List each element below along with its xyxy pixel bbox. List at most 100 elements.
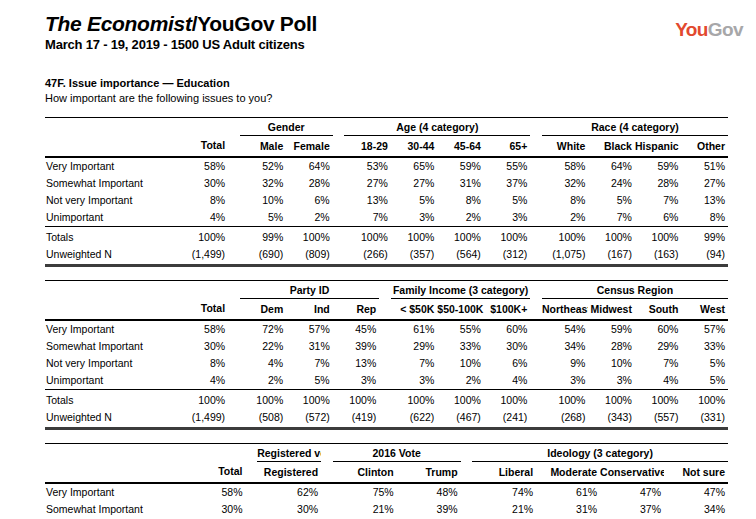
value-cell: 2%	[437, 209, 484, 227]
column-header-row: TotalDemIndRep< $50K$50-100K$100K+Northe…	[45, 298, 728, 320]
value-cell: 8%	[681, 209, 728, 227]
value-cell: 39%	[397, 501, 461, 518]
value-cell: (1,075)	[542, 246, 589, 266]
value-cell: 100%	[542, 226, 589, 246]
value-cell: 31%	[536, 501, 600, 518]
value-cell: 54%	[542, 320, 589, 338]
value-cell: 100%	[437, 389, 484, 409]
value-cell: 100%	[635, 226, 682, 246]
value-cell: (163)	[635, 246, 682, 266]
value-cell: 62%	[257, 483, 321, 501]
value-cell: (508)	[240, 409, 287, 429]
value-cell: (1,499)	[182, 246, 229, 266]
column-header: South	[635, 298, 682, 320]
value-cell: 47%	[664, 483, 728, 501]
value-cell: 58%	[182, 320, 229, 338]
group-header	[182, 443, 246, 461]
row-label: Somewhat Important	[45, 175, 182, 192]
value-cell: 10%	[240, 192, 287, 209]
value-cell: 29%	[391, 338, 438, 355]
logo-you-text: You	[675, 19, 708, 40]
value-cell: 10%	[437, 355, 484, 372]
column-header: Hispanic	[635, 135, 682, 157]
value-cell: 21%	[333, 501, 397, 518]
value-cell: 100%	[681, 389, 728, 409]
row-label: Somewhat Important	[45, 501, 182, 518]
value-cell: 100%	[333, 389, 380, 409]
value-cell: (419)	[333, 409, 380, 429]
title-suffix: /YouGov Poll	[192, 12, 318, 35]
logo-gov-text: Gov	[708, 19, 743, 40]
value-cell: 5%	[391, 192, 438, 209]
group-header: 2016 Vote	[333, 443, 461, 461]
table-row: Totals100%99%100%100%100%100%100%100%100…	[45, 226, 728, 246]
column-header: Total	[182, 461, 246, 483]
column-header: Midwest	[588, 298, 635, 320]
value-cell: 74%	[472, 483, 536, 501]
column-header: Other	[681, 135, 728, 157]
value-cell: 37%	[484, 175, 531, 192]
row-label: Not very Important	[45, 192, 182, 209]
value-cell: (266)	[344, 246, 391, 266]
value-cell: 3%	[391, 209, 438, 227]
column-header: Moderate	[536, 461, 600, 483]
table-row: Totals100%100%100%100%100%100%100%100%10…	[45, 389, 728, 409]
crosstab-table: GenderAge (4 category)Race (4 category)T…	[45, 117, 728, 267]
value-cell: 31%	[437, 175, 484, 192]
question-text: How important are the following issues t…	[45, 91, 728, 106]
table-row: Very Important58%62%75%48%74%61%47%47%	[45, 483, 728, 501]
column-header: White	[542, 135, 589, 157]
question-block: 47F. Issue importance — Education How im…	[45, 76, 728, 106]
value-cell: 31%	[286, 338, 333, 355]
group-header-row: Registered voters2016 VoteIdeology (3 ca…	[45, 443, 728, 461]
value-cell: 100%	[344, 226, 391, 246]
value-cell: 100%	[286, 389, 333, 409]
value-cell: 5%	[484, 192, 531, 209]
value-cell: 100%	[588, 226, 635, 246]
value-cell: 30%	[182, 338, 229, 355]
value-cell: 100%	[391, 226, 438, 246]
value-cell: 52%	[240, 157, 287, 175]
value-cell: 2%	[286, 209, 333, 227]
group-header-row: GenderAge (4 category)Race (4 category)	[45, 117, 728, 135]
value-cell: 22%	[240, 338, 287, 355]
value-cell: 13%	[344, 192, 391, 209]
value-cell: 53%	[344, 157, 391, 175]
value-cell: (564)	[437, 246, 484, 266]
row-label: Very Important	[45, 483, 182, 501]
column-header: Total	[182, 135, 229, 157]
row-label: Somewhat Important	[45, 338, 182, 355]
value-cell: 8%	[182, 355, 229, 372]
column-header: Northeast	[542, 298, 589, 320]
value-cell: 27%	[344, 175, 391, 192]
value-cell: 9%	[542, 355, 589, 372]
value-cell: 37%	[600, 501, 664, 518]
column-header: 30-44	[391, 135, 438, 157]
column-header-row: TotalRegisteredClintonTrumpLiberalModera…	[45, 461, 728, 483]
value-cell: (331)	[681, 409, 728, 429]
table-row: Not very Important8%10%6%13%5%8%5%8%5%7%…	[45, 192, 728, 209]
value-cell: 29%	[635, 338, 682, 355]
group-header: Gender	[240, 117, 333, 135]
value-cell: 57%	[681, 320, 728, 338]
value-cell: 30%	[182, 175, 229, 192]
value-cell: 100%	[437, 226, 484, 246]
value-cell: 30%	[257, 501, 321, 518]
value-cell: 3%	[391, 372, 438, 390]
column-header: $50-100K	[437, 298, 484, 320]
value-cell: 100%	[542, 389, 589, 409]
crosstab-table: Party IDFamily Income (3 category)Census…	[45, 280, 728, 430]
group-header: Age (4 category)	[344, 117, 530, 135]
value-cell: 6%	[484, 355, 531, 372]
value-cell: 100%	[240, 389, 287, 409]
value-cell: 24%	[588, 175, 635, 192]
group-header: Family Income (3 category)	[391, 280, 531, 298]
value-cell: 39%	[333, 338, 380, 355]
group-header: Ideology (3 category)	[472, 443, 728, 461]
value-cell: 10%	[588, 355, 635, 372]
table-row: Not very Important8%4%7%13%7%10%6%9%10%7…	[45, 355, 728, 372]
column-header: Dem	[240, 298, 287, 320]
column-header: Female	[286, 135, 333, 157]
value-cell: 30%	[484, 338, 531, 355]
row-label: Totals	[45, 389, 182, 409]
